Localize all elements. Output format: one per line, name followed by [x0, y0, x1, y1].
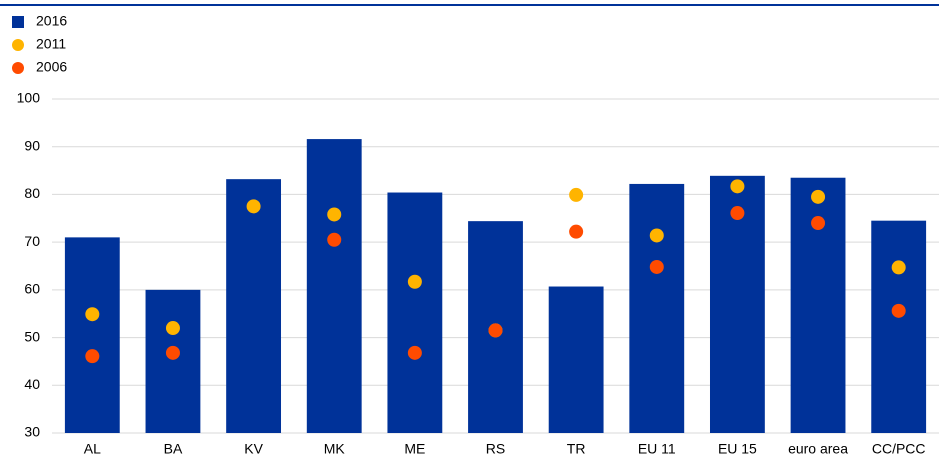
y-tick-label: 100: [17, 90, 41, 106]
legend-label: 2011: [36, 36, 66, 52]
dot: [327, 207, 342, 222]
dot: [891, 260, 906, 275]
x-tick-label: CC/PCC: [872, 441, 926, 457]
legend-swatch: [12, 39, 24, 51]
dot: [730, 179, 745, 194]
y-tick-label: 30: [24, 424, 40, 440]
dot: [730, 206, 745, 221]
x-tick-label: MK: [324, 441, 346, 457]
x-tick-label: RS: [486, 441, 505, 457]
dot: [649, 259, 664, 274]
y-tick-label: 80: [24, 185, 40, 201]
x-tick-label: EU 15: [718, 441, 757, 457]
legend-swatch: [12, 16, 24, 28]
x-tick-label: euro area: [788, 441, 848, 457]
dot: [488, 323, 503, 338]
legend-label: 2016: [36, 13, 67, 29]
dot: [246, 199, 261, 214]
y-tick-label: 40: [24, 376, 40, 392]
y-tick-label: 60: [24, 281, 40, 297]
x-tick-label: KV: [244, 441, 263, 457]
bar: [629, 183, 685, 433]
dot: [85, 307, 100, 322]
bar: [548, 286, 604, 433]
y-tick-label: 70: [24, 233, 40, 249]
dot: [891, 303, 906, 318]
x-tick-label: BA: [164, 441, 183, 457]
bar: [145, 289, 201, 433]
dot: [811, 216, 826, 231]
y-tick-label: 50: [24, 328, 40, 344]
dot: [569, 224, 584, 239]
bar: [387, 192, 443, 433]
y-tick-label: 90: [24, 137, 40, 153]
dot: [649, 228, 664, 243]
x-tick-label: ME: [404, 441, 425, 457]
bar: [226, 179, 282, 433]
dot: [85, 349, 100, 364]
bar: [871, 220, 927, 433]
x-tick-label: EU 11: [638, 441, 676, 457]
bar: [790, 177, 846, 433]
bar: [306, 139, 362, 433]
dot: [165, 321, 180, 336]
dot: [811, 189, 826, 204]
dot: [407, 274, 422, 289]
dot: [569, 187, 584, 202]
x-tick-label: AL: [84, 441, 101, 457]
dot: [407, 345, 422, 360]
legend-swatch: [12, 62, 24, 74]
dot: [165, 345, 180, 360]
bar: [64, 237, 120, 433]
dot: [327, 232, 342, 247]
x-tick-label: TR: [567, 441, 586, 457]
legend-label: 2006: [36, 59, 67, 75]
